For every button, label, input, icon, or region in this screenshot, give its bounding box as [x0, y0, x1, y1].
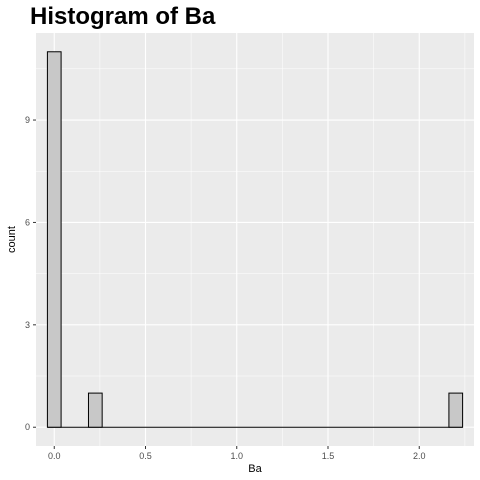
y-tick-label: 0 [25, 422, 30, 432]
histogram-bar [87, 392, 103, 428]
plot-panel [36, 33, 474, 446]
histogram-bar [448, 392, 464, 428]
y-tick-label: 9 [25, 115, 30, 125]
x-tick-label: 1.0 [230, 451, 243, 461]
x-tick-label: 0.0 [48, 451, 61, 461]
y-tick-label: 6 [25, 217, 30, 227]
x-tick-label: 2.0 [413, 451, 426, 461]
y-tick-label: 3 [25, 320, 30, 330]
x-axis-title: Ba [248, 463, 262, 475]
histogram-bar [46, 51, 62, 428]
x-tick-label: 0.5 [139, 451, 152, 461]
x-tick-label: 1.5 [322, 451, 335, 461]
y-axis-title: count [6, 226, 18, 253]
chart-title: Histogram of Ba [30, 3, 216, 30]
